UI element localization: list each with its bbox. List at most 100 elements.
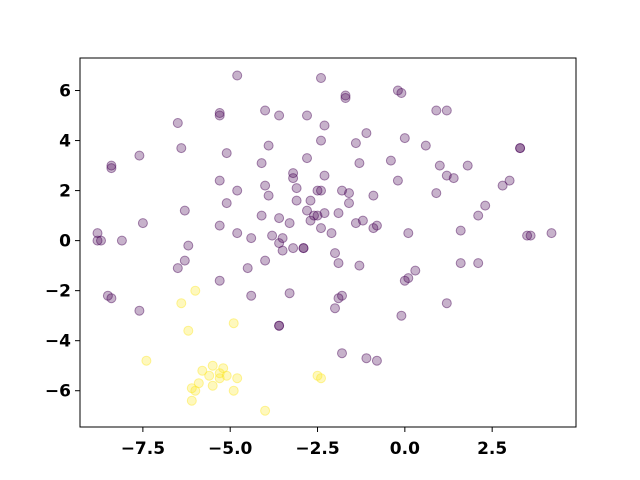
scatter-point-s0-120	[274, 320, 285, 331]
scatter-point-s0-112	[284, 288, 295, 299]
scatter-point-s0-78	[326, 228, 337, 239]
scatter-point-s0-1	[316, 73, 326, 83]
y-tick-label: −4	[45, 332, 71, 352]
scatter-point-s0-37	[441, 170, 452, 181]
scatter-point-s0-51	[263, 190, 274, 201]
scatter-point-s0-75	[368, 223, 379, 234]
scatter-point-s0-17	[316, 135, 326, 146]
scatter-point-s0-46	[497, 180, 508, 191]
scatter-point-s0-82	[96, 235, 106, 246]
scatter-point-s0-41	[504, 175, 515, 186]
scatter-point-s1-6	[218, 363, 229, 374]
x-tick-label: −5.0	[208, 439, 253, 459]
scatter-point-s1-3	[183, 325, 194, 336]
scatter-point-s0-93	[330, 248, 340, 259]
scatter-point-s0-79	[455, 225, 466, 236]
scatter-point-s1-9	[204, 370, 215, 381]
y-axis: −6 −4 −2 0 2 4 6	[45, 82, 80, 402]
scatter-point-s0-72	[350, 218, 361, 229]
scatter-point-s0-21	[515, 143, 526, 154]
scatter-point-s0-106	[403, 273, 414, 284]
scatter-point-s0-12	[441, 105, 452, 116]
scatter-point-s0-80	[403, 228, 414, 239]
scatter-point-s0-69	[214, 220, 225, 231]
scatter-point-s1-14	[207, 380, 218, 391]
scatter-point-s0-13	[172, 118, 183, 128]
scatter-point-s1-11	[221, 370, 232, 381]
scatter-point-s0-50	[431, 188, 442, 199]
scatter-point-s0-77	[267, 230, 278, 241]
scatter-point-s0-27	[256, 158, 267, 169]
scatter-point-s0-110	[106, 293, 117, 304]
scatter-point-s0-73	[357, 215, 368, 226]
scatter-point-s0-15	[361, 128, 372, 139]
scatter-point-s0-20	[420, 140, 431, 151]
scatter-point-s1-17	[228, 385, 239, 396]
scatter-point-s0-117	[330, 303, 340, 314]
x-tick-label: −7.5	[121, 439, 165, 459]
scatter-point-s0-66	[305, 215, 316, 226]
data-points	[92, 70, 557, 416]
scatter-point-s0-54	[291, 195, 302, 206]
scatter-point-s0-81	[92, 228, 103, 239]
scatter-point-s0-111	[246, 290, 257, 301]
scatter-point-s0-39	[214, 175, 225, 186]
scatter-point-s0-44	[316, 185, 326, 196]
scatter-point-s0-92	[277, 245, 288, 256]
scatter-point-s0-11	[431, 105, 442, 116]
scatter-point-s0-38	[448, 173, 459, 184]
scatter-point-s0-49	[344, 188, 354, 199]
scatter-point-s0-29	[354, 158, 365, 169]
scatter-point-s0-94	[522, 230, 533, 241]
scatter-point-s0-62	[319, 208, 330, 219]
scatter-point-s0-71	[316, 223, 326, 234]
scatter-point-s0-121	[337, 348, 347, 359]
scatter-point-s0-48	[337, 185, 347, 196]
scatter-point-s1-1	[176, 298, 187, 309]
scatter-point-s0-76	[232, 228, 243, 239]
scatter-point-s0-119	[274, 320, 285, 331]
scatter-point-s0-23	[176, 143, 187, 154]
scatter-point-s0-32	[106, 163, 117, 174]
y-tick-label: 2	[59, 182, 71, 202]
scatter-point-s0-43	[260, 180, 271, 191]
scatter-point-s0-118	[396, 310, 407, 321]
scatter-point-s0-105	[410, 265, 421, 276]
scatter-point-s1-13	[193, 378, 204, 389]
scatter-point-s0-8	[214, 110, 225, 121]
scatter-point-s0-7	[214, 108, 225, 118]
scatter-point-s0-9	[274, 110, 285, 121]
scatter-point-s1-21	[260, 405, 271, 416]
scatter-point-s1-7	[197, 365, 208, 376]
x-tick-label: 0.0	[390, 439, 420, 459]
scatter-point-s0-108	[214, 275, 225, 286]
scatter-point-s0-101	[333, 258, 344, 269]
scatter-point-s0-30	[434, 160, 445, 171]
scatter-point-s0-91	[183, 240, 194, 251]
plot-area	[80, 58, 576, 427]
y-tick-label: −2	[45, 282, 71, 302]
scatter-point-s0-83	[92, 235, 103, 246]
x-tick-label: 2.5	[477, 439, 507, 459]
scatter-point-s0-0	[232, 70, 243, 81]
scatter-point-s0-74	[371, 220, 382, 231]
scatter-point-s0-47	[232, 185, 243, 196]
scatter-point-s0-61	[312, 210, 323, 221]
scatter-point-s0-2	[392, 85, 403, 96]
scatter-point-s0-123	[371, 355, 382, 366]
scatter-point-s0-19	[350, 138, 361, 149]
scatter-point-s0-31	[462, 160, 473, 171]
scatter-point-s0-115	[441, 298, 452, 309]
scatter-point-s0-114	[337, 290, 347, 301]
scatter-point-s0-4	[340, 90, 351, 101]
scatter-point-s1-20	[316, 373, 326, 384]
scatter-point-s0-60	[309, 210, 319, 221]
scatter-point-s0-87	[274, 238, 285, 249]
scatter-point-s0-34	[288, 168, 299, 179]
scatter-point-s0-67	[473, 210, 484, 221]
scatter-point-s0-6	[260, 105, 271, 116]
scatter-point-s0-16	[399, 133, 410, 144]
scatter-point-s0-122	[361, 353, 372, 364]
scatter-point-s0-42	[291, 183, 302, 194]
scatter-point-s1-16	[190, 385, 201, 396]
